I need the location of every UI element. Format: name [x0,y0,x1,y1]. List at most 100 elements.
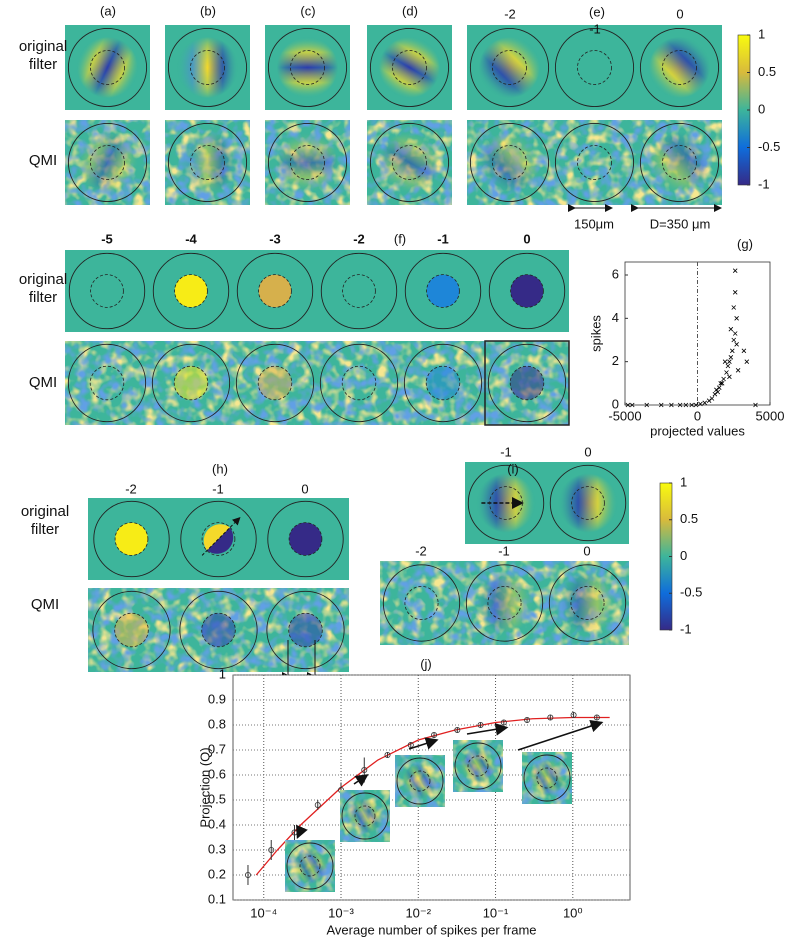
y-tick-label: 0 [612,396,619,411]
center-field [487,586,522,621]
noise [552,120,637,205]
receptive-field [267,500,344,578]
center-field [662,145,697,180]
receptive-field [92,590,171,670]
panel-background [65,250,149,332]
image-panel [637,120,722,205]
filter-pattern [292,848,328,884]
center-field [354,805,376,827]
arrow [353,774,369,787]
arrow [201,516,241,556]
filter-pattern [276,36,339,99]
scale-label: 150μm [574,216,614,231]
point [727,374,732,380]
point [728,355,734,360]
point [725,363,731,369]
frame-label: 0 [584,444,591,459]
center-field [425,365,461,401]
receptive-field [469,122,550,203]
receptive-field [266,590,345,670]
center-field [288,522,323,556]
y-tick-label: 0 [758,101,765,116]
y-tick-label: 0.8 [208,716,226,731]
filter-disk [203,524,230,551]
y-tick-label: 0.3 [208,841,226,856]
point [570,712,577,719]
image-panel [149,250,233,332]
fit-line [255,716,610,876]
center-field [290,50,325,85]
highlight [484,340,570,426]
receptive-field [465,564,544,642]
panel-label: (d) [402,3,418,18]
filter-pattern [648,131,711,194]
filter-pattern [378,131,441,194]
center-field [570,586,605,621]
image-panel [401,341,485,425]
point [454,727,461,734]
point [658,402,664,408]
filter-disk [201,613,236,647]
point [728,326,734,332]
receptive-field [319,343,399,423]
frame-label: -1 [437,231,449,246]
filter-pattern [76,36,139,99]
point [722,359,728,364]
x-tick-label: 5000 [756,408,785,423]
noise [380,561,463,645]
filter-pattern [276,131,339,194]
image-panel [637,25,722,110]
point [268,847,275,854]
panel-label: (b) [200,3,216,18]
image-panel [233,341,317,425]
y-tick-label: 6 [612,266,619,281]
receptive-field [523,754,571,802]
x-tick-label: 10⁻¹ [483,905,509,920]
point [714,387,719,393]
y-axis-label: spikes [588,315,603,352]
frame-label: -4 [185,231,197,246]
filter-disk [289,522,322,556]
frame-label: -2 [504,6,516,21]
filter-pattern [176,36,239,99]
receptive-field [341,792,389,840]
point [718,381,723,386]
filter-disk [510,274,544,308]
row-label: original filter [18,271,68,306]
row-label: original filter [20,503,70,538]
center-field [571,486,605,520]
image-panel [552,120,637,205]
point [715,389,721,395]
filter-pattern [529,760,565,796]
frame-label: -1 [589,21,601,36]
center-field [114,612,149,648]
image-panel [547,462,629,544]
image-panel [340,790,390,842]
filter-disk [114,613,149,647]
center-field [257,365,293,401]
image-panel [88,588,175,672]
filter-pattern [402,763,438,799]
receptive-field [554,122,635,203]
y-tick-label: -0.5 [758,139,780,154]
frame-label: -5 [101,231,113,246]
x-tick-label: 10⁻² [405,905,431,920]
point [741,348,747,354]
filter-disk [426,274,460,308]
filter-pattern [460,748,496,784]
row-label: QMI [28,152,58,169]
filter-pattern [76,131,139,194]
receptive-field [369,27,450,108]
point [731,337,737,343]
point [721,376,726,382]
filter-disk [207,527,234,554]
center-field [662,50,697,85]
y-tick-label: 0.5 [680,511,698,526]
arrow [408,737,439,750]
receptive-field [382,564,461,642]
y-tick-label: 0.9 [208,691,226,706]
image-panel [262,588,349,672]
receptive-field [548,564,627,642]
panel-label: (e) [589,4,605,19]
